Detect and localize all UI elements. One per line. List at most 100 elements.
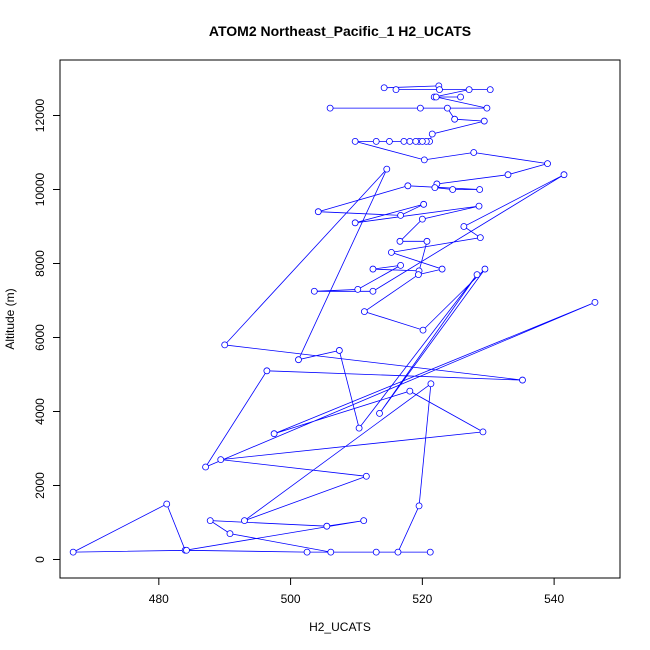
data-point [394,548,402,556]
data-point [270,430,278,438]
data-point [221,341,229,349]
data-point [451,115,459,123]
data-point [397,261,405,269]
x-tick-label: 480 [149,592,169,606]
data-point [406,387,414,395]
plot-frame [59,59,621,579]
data-point [372,548,380,556]
y-tick-label: 2000 [33,472,47,499]
data-point [323,522,331,530]
data-point [483,104,491,112]
chart-title: ATOM2 Northeast_Pacific_1 H2_UCATS [209,23,471,39]
y-tick-label: 0 [33,556,47,563]
data-point [418,215,426,223]
data-point [335,347,343,354]
data-point [416,104,424,112]
data-point [419,326,427,334]
data-point [400,137,408,145]
data-point [470,149,478,156]
y-tick-label: 6000 [33,324,47,351]
y-axis: 0 2000 4000 6000 8000 10000 12000 [33,98,61,563]
data-point [351,137,359,145]
data-point [183,546,190,554]
data-point [396,237,404,245]
x-axis-label: H2_UCATS [309,620,371,634]
data-point [202,463,210,471]
data-point [473,271,481,279]
data-point [504,171,512,179]
data-point [426,548,434,556]
y-tick-label: 10000 [33,172,47,206]
data-point [314,208,322,216]
series-layer [69,82,599,556]
x-axis: 480 500 520 540 [149,577,564,606]
data-point [380,84,388,92]
data-point [397,211,405,219]
y-axis-label: Altitude (m) [3,288,17,349]
data-point [217,456,225,464]
data-point [414,271,422,279]
y-tick-label: 12000 [33,98,47,132]
data-point [420,200,428,208]
data-point [263,367,271,375]
data-point [386,137,393,145]
data-point [476,186,484,193]
data-point [479,428,487,436]
data-point [360,308,368,316]
data-point [438,265,446,273]
data-point [404,182,412,190]
data-point [465,86,473,93]
data-point [415,502,423,510]
data-point [544,160,551,168]
data-point [460,223,468,230]
data-point [163,500,171,508]
data-point [310,287,318,295]
data-point [412,137,420,145]
data-point [295,356,302,364]
data-point [431,184,439,192]
data-point [360,517,368,525]
data-point [369,287,377,295]
y-tick-label: 4000 [33,398,47,425]
data-point [418,137,426,145]
data-point [449,186,457,193]
data-point [432,93,440,101]
data-point [486,86,494,93]
data-point [443,104,451,112]
data-point [423,237,431,245]
data-point [327,548,335,556]
data-point [436,86,443,93]
data-point [355,424,363,432]
data-point [457,93,464,101]
data-point [420,156,428,164]
data-point [206,517,214,525]
data-point [383,165,391,173]
x-tick-label: 520 [412,592,432,606]
x-tick-label: 540 [544,592,564,606]
data-point [326,104,334,112]
data-point [303,548,311,556]
data-point [481,265,489,273]
data-point [480,117,488,125]
y-tick-label: 8000 [33,250,47,277]
data-point [369,265,377,273]
data-point [406,137,414,145]
data-point [376,409,383,417]
data-point [428,130,436,138]
data-point [354,285,362,293]
data-point [392,86,400,93]
data-point [362,472,370,480]
data-point [427,380,435,388]
data-point [387,248,395,256]
data-point [372,137,380,145]
series-line [73,85,596,553]
x-tick-label: 500 [281,592,301,606]
data-point [226,530,234,537]
data-point [591,298,599,306]
data-point [560,171,568,179]
data-point [519,376,526,384]
data-point [476,234,484,242]
data-point [241,517,248,525]
